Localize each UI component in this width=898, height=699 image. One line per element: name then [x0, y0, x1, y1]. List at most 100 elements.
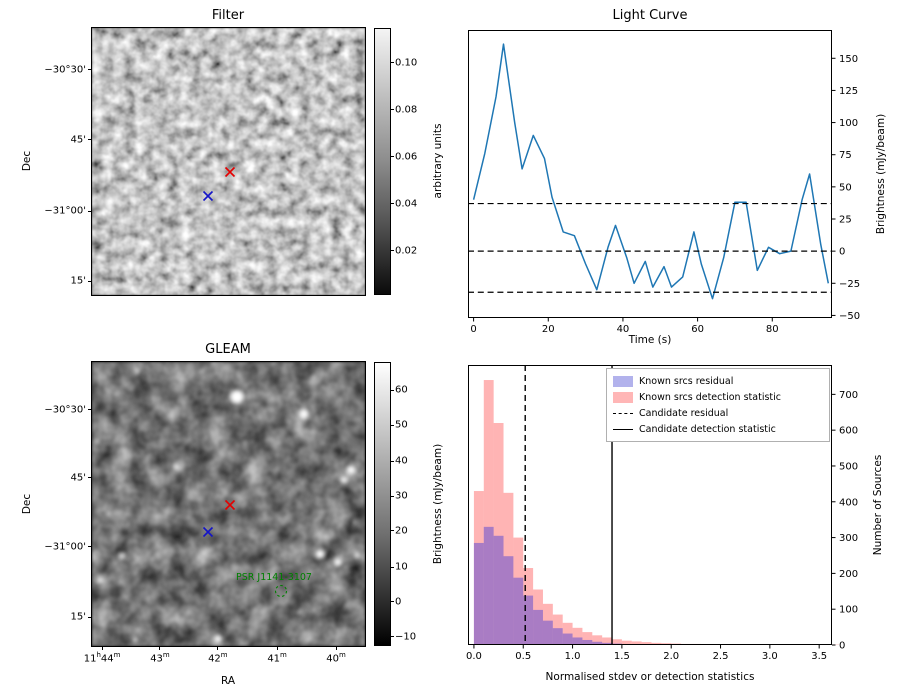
- light-curve-title: Light Curve: [612, 8, 688, 23]
- filter-ytick-mark: [88, 139, 92, 141]
- y-tick-label: 600: [839, 426, 858, 437]
- light-curve-plot: 0 20 40 60 80 −50 −25 0 25 50 75 100 125 150: [468, 30, 860, 335]
- x-tick-label: 40: [617, 324, 630, 335]
- histogram-bar: [592, 635, 603, 645]
- histogram-bar: [473, 542, 484, 645]
- gleam-xtick-label: 42m: [208, 651, 228, 665]
- x-tick-label: 0.0: [466, 651, 482, 662]
- histogram-bar: [582, 632, 593, 645]
- x-tick-label: 3.0: [762, 651, 778, 662]
- filter-colorbar-tick-mark: [391, 156, 394, 158]
- y-tick-label: 100: [839, 118, 858, 129]
- gleam-ra-axis-label: RA: [220, 675, 236, 687]
- histogram-bar: [582, 639, 593, 645]
- x-tick-label: 60: [691, 324, 704, 335]
- gleam-colorbar-tick-mark: [391, 389, 394, 391]
- dashed-line-swatch: [613, 412, 633, 414]
- histogram-xlabel: Normalised stdev or detection statistics: [545, 671, 755, 683]
- gleam-xtick-mark: [217, 646, 219, 650]
- y-tick-label: 50: [839, 182, 852, 193]
- gleam-colorbar: [374, 362, 391, 646]
- y-tick-label: 300: [839, 533, 858, 544]
- histogram-plot: 0.0 0.5 1.0 1.5 2.0 2.5 3.0 3.5 0 100 200 300 400 500…: [466, 365, 858, 662]
- histogram-bar: [483, 526, 494, 645]
- gleam-ytick-mark: [88, 546, 92, 548]
- gleam-colorbar-tick-label: 60: [395, 384, 408, 396]
- gleam-panel-title: GLEAM: [205, 342, 251, 357]
- y-tick-label: 0: [839, 247, 845, 258]
- filter-ytick-label: −31°00': [44, 205, 86, 217]
- gleam-colorbar-tick-label: −10: [395, 631, 417, 643]
- legend-label: Known srcs detection statistic: [639, 391, 781, 403]
- gleam-colorbar-tick-mark: [391, 495, 394, 497]
- gleam-ytick-label: 45': [70, 472, 86, 484]
- histogram-bar: [513, 577, 524, 645]
- filter-colorbar: [374, 28, 391, 295]
- gleam-ytick-mark: [88, 409, 92, 411]
- x-tick-label: 2.0: [663, 651, 679, 662]
- gleam-known-source-x-marker: [202, 526, 214, 538]
- gleam-colorbar-tick-label: 10: [395, 561, 408, 573]
- y-tick-label: 400: [839, 497, 858, 508]
- filter-ytick-label: −30°30': [44, 64, 86, 76]
- histogram-bar: [523, 595, 534, 645]
- gleam-ytick-mark: [88, 477, 92, 479]
- x-tick-label: 1.5: [614, 651, 630, 662]
- gleam-ytick-label: 15': [70, 611, 86, 623]
- histogram-bar: [483, 380, 494, 645]
- y-tick-label: 150: [839, 54, 858, 65]
- y-tick-label: 0: [839, 641, 845, 652]
- legend-item-candidate-detection: Candidate detection statistic: [613, 421, 823, 437]
- pulsar-label: PSR J1141-3107: [236, 572, 312, 583]
- legend-label: Known srcs residual: [639, 375, 734, 387]
- legend-item-candidate-residual: Candidate residual: [613, 405, 823, 421]
- filter-colorbar-tick-mark: [391, 62, 394, 64]
- histogram-bar: [562, 622, 573, 645]
- gleam-xtick-label: 43m: [150, 651, 170, 665]
- x-tick-label: 1.0: [565, 651, 581, 662]
- filter-ytick-mark: [88, 280, 92, 282]
- pulsar-circle: [274, 584, 288, 598]
- x-tick-label: 80: [766, 324, 779, 335]
- histogram-ylabel: Number of Sources: [872, 454, 884, 556]
- filter-colorbar-tick-label: 0.04: [395, 198, 418, 210]
- gleam-xtick-mark: [276, 646, 278, 650]
- gleam-colorbar-tick-label: 0: [395, 596, 402, 608]
- histogram-bar: [493, 423, 504, 645]
- blue-patch-swatch: [613, 375, 633, 387]
- filter-colorbar-tick-label: 0.02: [395, 245, 418, 257]
- histogram-bar: [473, 491, 484, 645]
- axes-frame: [468, 365, 832, 645]
- filter-dec-axis-label: Dec: [21, 150, 33, 172]
- gleam-colorbar-tick-label: 20: [395, 525, 408, 537]
- filter-ytick-label: 45': [70, 134, 86, 146]
- histogram-bar: [503, 492, 514, 645]
- y-tick-label: −25: [839, 279, 860, 290]
- histogram-bar: [651, 642, 662, 645]
- filter-colorbar-tick-label: 0.08: [395, 104, 418, 116]
- x-tick-label: 3.5: [811, 651, 827, 662]
- light-curve-xlabel: Time (s): [628, 334, 672, 346]
- gleam-colorbar-tick-mark: [391, 636, 394, 638]
- filter-colorbar-label: arbitrary units: [432, 123, 444, 199]
- filter-ytick-mark: [88, 69, 92, 71]
- legend-label: Candidate detection statistic: [639, 423, 776, 435]
- axes-frame: [468, 30, 832, 318]
- gleam-xtick-mark: [101, 646, 103, 650]
- gleam-colorbar-tick-mark: [391, 566, 394, 568]
- histogram-bar: [602, 637, 613, 645]
- histogram-bar: [542, 603, 553, 645]
- pink-patch-swatch: [613, 391, 633, 403]
- legend-label: Candidate residual: [639, 407, 729, 419]
- filter-colorbar-tick-mark: [391, 109, 394, 111]
- histogram-legend: Known srcs residual Known srcs detection…: [606, 368, 830, 442]
- gleam-dec-axis-label: Dec: [21, 493, 33, 515]
- gleam-candidate-x-marker: [224, 499, 236, 511]
- y-tick-label: 75: [839, 150, 852, 161]
- histogram-bar: [513, 537, 524, 645]
- light-curve-ylabel: Brightness (mJy/beam): [875, 113, 887, 235]
- filter-panel-title: Filter: [211, 8, 245, 23]
- filter-known-source-x-marker: [202, 190, 214, 202]
- filter-candidate-x-marker: [224, 166, 236, 178]
